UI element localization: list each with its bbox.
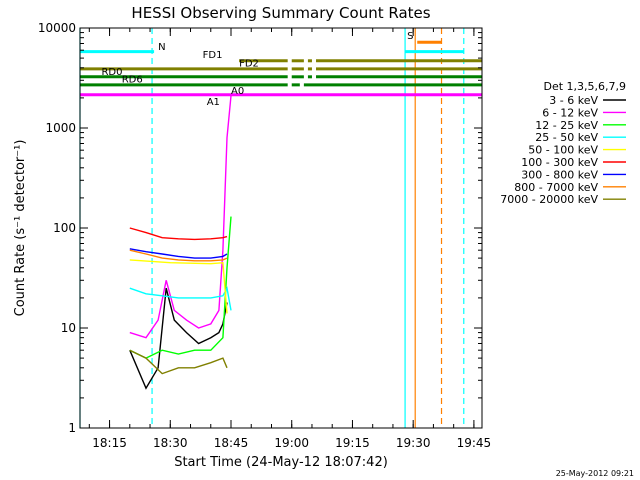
flag-label-rd0: RD0 <box>101 67 122 78</box>
x-tick-label: 19:15 <box>335 436 370 450</box>
series-line-1 <box>129 95 232 339</box>
flag-label-a1: A1 <box>207 97 220 108</box>
series-line-7 <box>129 249 228 262</box>
y-tick-label: 10 <box>61 321 76 335</box>
generation-timestamp: 25-May-2012 09:21 <box>556 469 634 478</box>
y-tick-label: 1000 <box>45 121 76 135</box>
flag-label-s: S <box>407 31 413 42</box>
flag-label-n: N <box>158 42 165 53</box>
x-tick-label: 19:45 <box>457 436 492 450</box>
axis-ticks: 18:15 18:30 18:45 19:00 19:15 19:30 19:45 1 10 10… <box>38 21 491 450</box>
flag-label-fd2: FD2 <box>239 59 259 70</box>
flag-label-rd6: RD6 <box>122 75 143 86</box>
x-tick-label: 19:30 <box>396 436 431 450</box>
series-line-8 <box>129 349 228 375</box>
x-axis-label: Start Time (24-May-12 18:07:42) <box>174 455 388 470</box>
x-tick-label: 18:15 <box>92 436 127 450</box>
series-line-4 <box>129 259 228 314</box>
series-line-5 <box>129 227 228 241</box>
legend-label-4: 50 - 100 keV <box>528 144 598 157</box>
legend-label-3: 25 - 50 keV <box>535 131 598 144</box>
y-axis-label: Count Rate (s⁻¹ detector⁻¹) <box>13 140 28 317</box>
series-lines <box>129 95 232 390</box>
y-tick-label: 100 <box>53 221 76 235</box>
y-tick-label: 10000 <box>38 21 76 35</box>
legend-label-2: 12 - 25 keV <box>535 119 598 132</box>
series-line-6 <box>129 248 228 259</box>
chart-title: HESSI Observing Summary Count Rates <box>131 4 430 22</box>
flag-label-a0: A0 <box>231 86 244 97</box>
legend-title: Det 1,3,5,6,7,9 <box>543 80 626 93</box>
x-tick-label: 19:00 <box>274 436 309 450</box>
x-tick-label: 18:45 <box>214 436 249 450</box>
x-tick-label: 18:30 <box>153 436 188 450</box>
legend-label-0: 3 - 6 keV <box>549 94 598 107</box>
legend-label-1: 6 - 12 keV <box>542 106 598 119</box>
legend-label-5: 100 - 300 keV <box>521 156 598 169</box>
legend-label-7: 800 - 7000 keV <box>514 181 598 194</box>
legend-label-8: 7000 - 20000 keV <box>500 193 598 206</box>
y-tick-label: 1 <box>68 421 76 435</box>
series-line-0 <box>129 288 228 390</box>
flag-label-fd1: FD1 <box>203 50 223 61</box>
legend-label-6: 300 - 800 keV <box>521 168 598 181</box>
